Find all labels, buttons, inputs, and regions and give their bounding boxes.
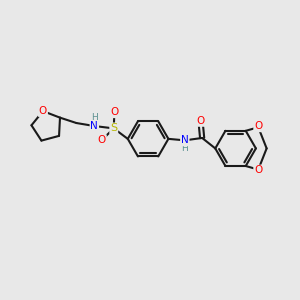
Text: O: O <box>98 135 106 145</box>
Text: O: O <box>39 106 47 116</box>
Text: N: N <box>91 121 98 131</box>
Text: O: O <box>196 116 205 126</box>
Text: H: H <box>182 144 188 153</box>
Text: N: N <box>181 135 189 145</box>
Text: S: S <box>110 123 117 134</box>
Text: O: O <box>110 107 118 117</box>
Text: O: O <box>254 121 262 131</box>
Text: O: O <box>254 166 262 176</box>
Text: H: H <box>91 113 98 122</box>
